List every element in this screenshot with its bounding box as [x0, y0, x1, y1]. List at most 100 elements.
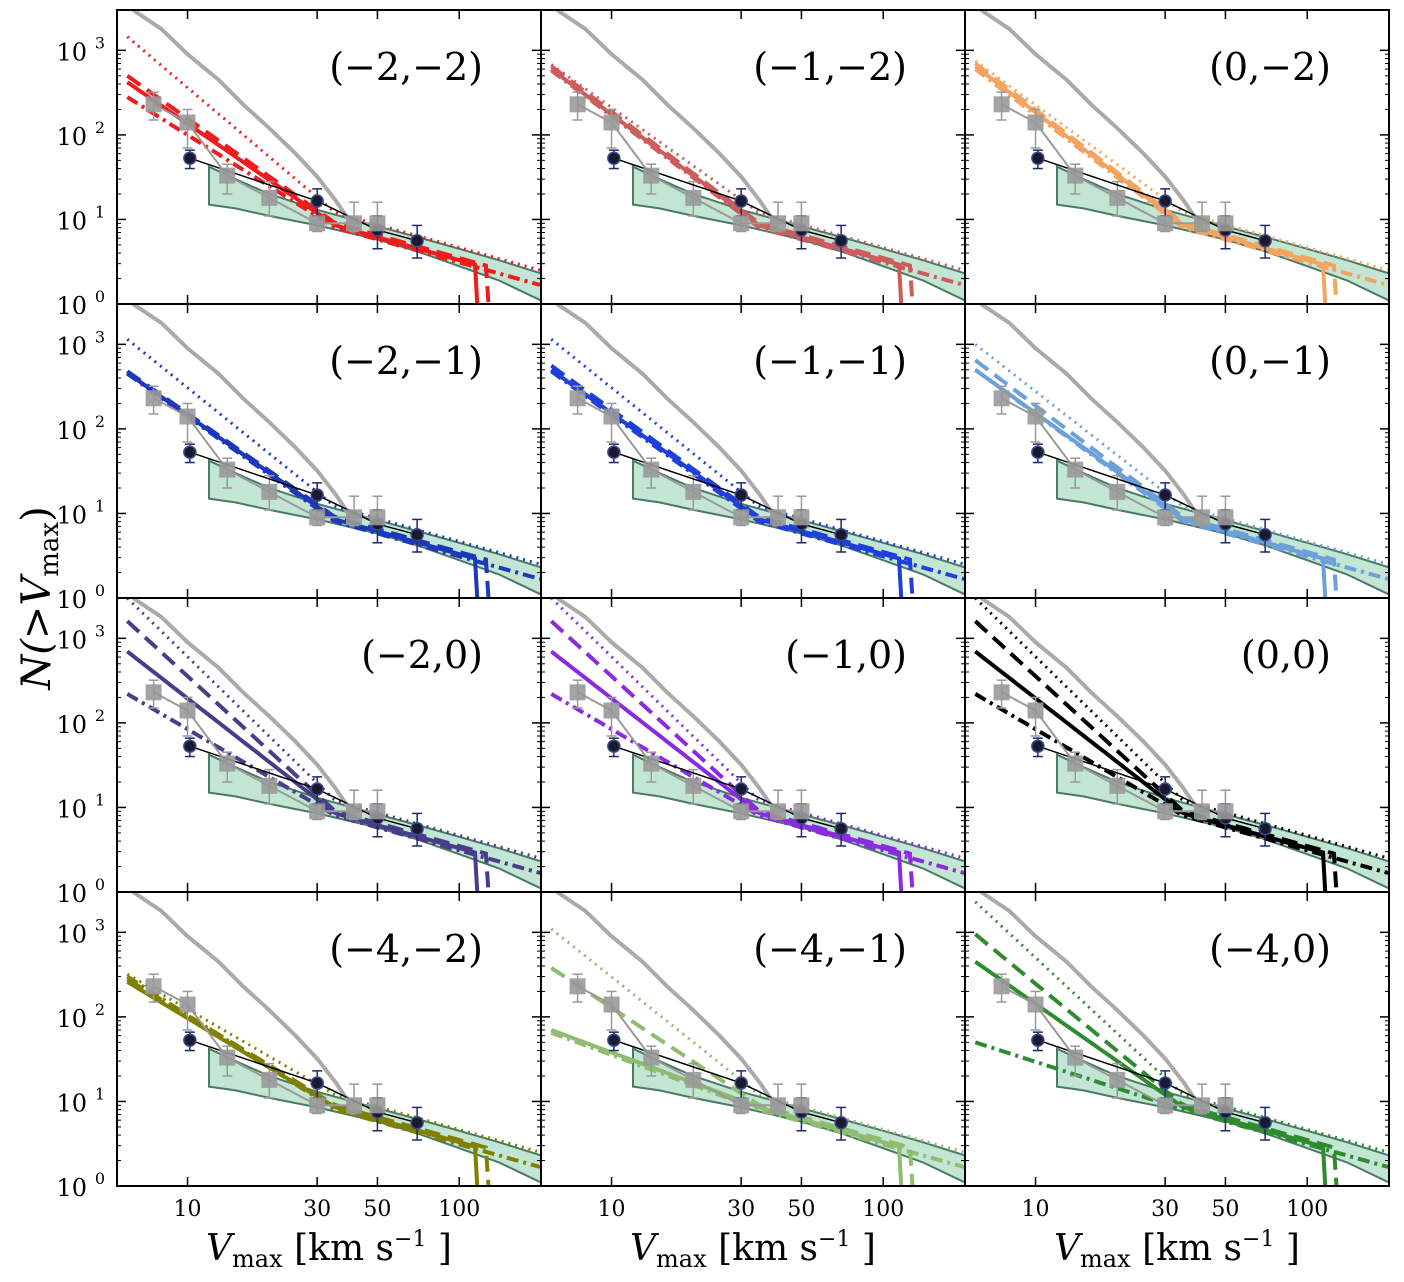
gray-obs-point — [1027, 702, 1044, 719]
dark-obs-point — [1258, 1115, 1272, 1130]
panel-plot-area — [126, 304, 541, 598]
panel-11: (−4,−1) — [540, 891, 966, 1187]
x-tick-label: 100 — [1286, 1197, 1328, 1222]
dark-obs-point — [1031, 445, 1045, 459]
gray-obs-point — [369, 509, 386, 526]
model-line-dashdot — [126, 692, 541, 875]
model-line-solid — [126, 980, 480, 1186]
gray-obs-point — [1067, 755, 1084, 772]
x-tick-label: 10 — [598, 1197, 626, 1222]
gray-obs-point — [1027, 996, 1044, 1013]
x-tick-label: 10 — [174, 1197, 202, 1222]
y-tick-exponent: 0 — [95, 287, 105, 306]
y-tick-label: 10 — [56, 1089, 87, 1117]
dark-obs-point — [1031, 739, 1045, 753]
y-tick-exponent: 2 — [95, 1000, 105, 1019]
model-line-dashdot — [126, 95, 541, 287]
model-line-dashdot — [974, 1040, 1389, 1169]
gray-obs-point — [770, 1097, 787, 1114]
model-line-solid — [974, 368, 1328, 598]
gray-obs-point — [643, 461, 660, 478]
gray-obs-point — [1027, 408, 1044, 425]
y-tick-exponent: 3 — [95, 915, 105, 934]
dark-obs-point — [310, 488, 324, 502]
y-tick-label: 10 — [56, 795, 87, 823]
x-tick-label: 100 — [862, 1197, 904, 1222]
dark-obs-point — [1258, 233, 1272, 248]
gray-obs-point — [569, 390, 586, 407]
gray-obs-point — [309, 509, 326, 526]
y-tick-label: 10 — [56, 1174, 87, 1202]
gray-obs-point — [569, 96, 586, 113]
panel-frame — [964, 891, 1390, 1187]
x-tick-label: 100 — [438, 1197, 480, 1222]
gray-obs-point — [685, 483, 702, 500]
model-line-dashdot — [550, 68, 965, 287]
dark-obs-point — [1158, 194, 1172, 208]
model-line-dashed — [974, 61, 1339, 304]
dark-obs-point — [183, 445, 197, 459]
gray-obs-point — [733, 509, 750, 526]
gray-obs-point — [369, 803, 386, 820]
dark-obs-point — [1031, 151, 1045, 165]
gray-obs-point — [145, 390, 162, 407]
dark-obs-point — [183, 151, 197, 165]
x-axis-label: Vmax [km s−1 ] — [1054, 1227, 1300, 1273]
y-axis-label-close: ) — [14, 506, 60, 522]
panel-12: (−4,0) — [964, 891, 1390, 1187]
y-tick-exponent: 0 — [95, 1169, 105, 1188]
panel-label: (−4,0) — [1209, 927, 1331, 971]
gray-obs-point — [603, 408, 620, 425]
dark-obs-point — [410, 233, 424, 248]
x-tick-label: 50 — [363, 1197, 391, 1222]
gray-obs-point — [1194, 215, 1211, 232]
gray-obs-point — [1067, 1049, 1084, 1066]
gray-obs-point — [219, 755, 236, 772]
gray-obs-point — [569, 978, 586, 995]
gray-obs-point — [643, 167, 660, 184]
gray-obs-point — [261, 777, 278, 794]
reference-curve — [131, 10, 353, 225]
reference-curve — [555, 304, 777, 519]
y-tick-label: 10 — [56, 626, 87, 654]
y-tick-exponent: 0 — [95, 875, 105, 894]
reference-curve — [555, 892, 777, 1107]
x-tick-label: 50 — [787, 1197, 815, 1222]
panel-plot-area — [974, 892, 1389, 1186]
gray-obs-point — [261, 1071, 278, 1088]
panel-label: (−1,0) — [785, 633, 907, 677]
model-line-dashdot — [126, 974, 541, 1169]
dark-obs-point — [310, 1076, 324, 1090]
gray-obs-point — [733, 215, 750, 232]
panel-plot-area — [125, 598, 541, 892]
panel-plot-area — [126, 10, 541, 304]
panel-label: (−2,−2) — [329, 45, 483, 89]
model-line-dashed — [126, 977, 491, 1186]
model-line-dashdot — [550, 692, 965, 875]
gray-obs-point — [1109, 777, 1126, 794]
model-line-solid — [550, 1028, 904, 1186]
model-line-solid — [550, 368, 904, 598]
y-tick-label: 10 — [56, 586, 87, 614]
y-tick-label: 10 — [56, 417, 87, 445]
y-tick-label: 10 — [56, 501, 87, 529]
y-tick-label: 10 — [56, 1005, 87, 1033]
panel-label: (−1,−2) — [753, 45, 907, 89]
panel-7: (−2,0) — [116, 597, 542, 893]
dark-obs-point — [183, 1033, 197, 1047]
gray-obs-point — [993, 96, 1010, 113]
gray-obs-point — [145, 978, 162, 995]
panel-10: (−4,−2) — [116, 891, 542, 1187]
gray-obs-point — [1194, 803, 1211, 820]
model-line-dotted — [126, 35, 541, 272]
dark-obs-point — [834, 233, 848, 248]
gray-obs-point — [1109, 483, 1126, 500]
gray-obs-point — [219, 461, 236, 478]
model-line-dashdot — [974, 67, 1389, 287]
gray-obs-point — [1217, 803, 1234, 820]
dark-obs-point — [1158, 782, 1172, 796]
y-tick-exponent: 0 — [95, 581, 105, 600]
y-tick-exponent: 3 — [95, 327, 105, 346]
gray-obs-point — [643, 755, 660, 772]
panel-plot-area — [126, 892, 541, 1186]
